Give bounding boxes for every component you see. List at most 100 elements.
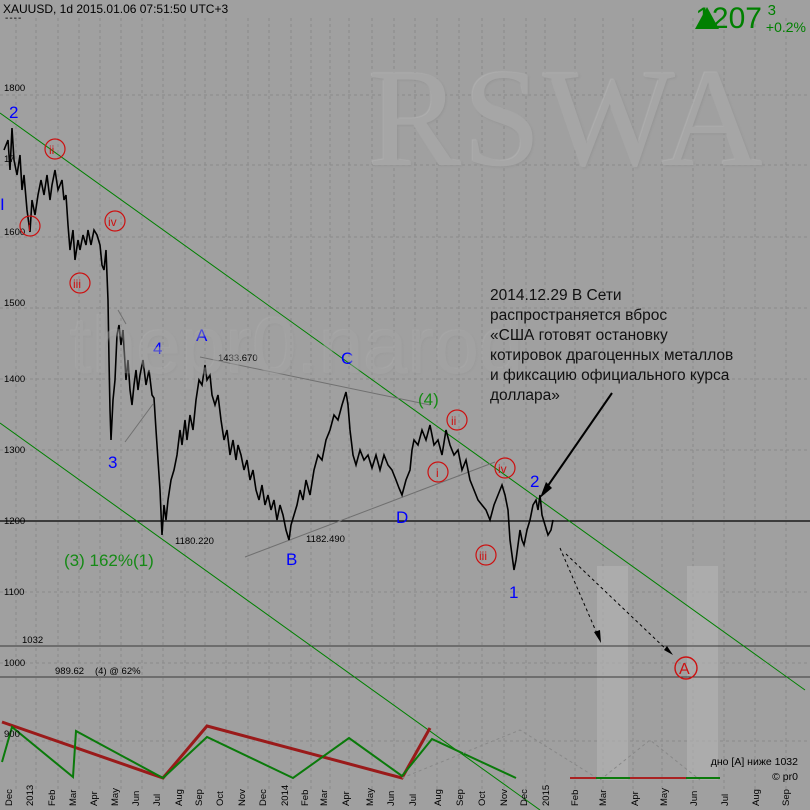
svg-text:2: 2	[530, 472, 539, 491]
svg-text:Jul: Jul	[720, 794, 731, 806]
svg-text:1800: 1800	[4, 83, 25, 94]
svg-text:C: C	[341, 349, 353, 368]
indicator-green	[1, 725, 517, 780]
svg-text:I: I	[0, 195, 5, 214]
site-watermark: thepr0.narod	[70, 301, 524, 390]
projection-arrows	[559, 547, 671, 654]
svg-text:Sep: Sep	[194, 789, 205, 806]
svg-text:Apr: Apr	[341, 791, 352, 806]
svg-text:A: A	[679, 661, 690, 678]
svg-text:Mar: Mar	[319, 790, 330, 806]
svg-text:Feb: Feb	[300, 790, 311, 806]
y-axis-labels: 1800 17 1600 1500 1400 1300 1200 1100 10…	[4, 83, 141, 740]
svg-text:Jun: Jun	[386, 791, 397, 806]
svg-text:Feb: Feb	[47, 790, 58, 806]
svg-text:989.62: 989.62	[55, 666, 84, 677]
price-super: 3	[767, 2, 776, 19]
indicator-gray-dash	[401, 729, 701, 781]
svg-text:Nov: Nov	[237, 789, 248, 806]
svg-text:Jun: Jun	[689, 791, 700, 806]
svg-text:2015: 2015	[541, 785, 552, 806]
svg-text:Apr: Apr	[89, 791, 100, 806]
bottom-note-line1: дно [A] ниже 1032	[710, 756, 798, 768]
svg-text:Aug: Aug	[174, 789, 185, 806]
brand-watermark: RSWA	[368, 41, 765, 196]
wave-labels-red: ii i iii iv ii i iii iv A	[19, 138, 698, 680]
wave-labels-blue: 2 I 3 4 A C B D 1 2	[0, 103, 539, 602]
svg-text:1: 1	[509, 583, 518, 602]
copyright: © pr0	[772, 771, 798, 783]
price-labels: 1433.670 1180.220 1182.490	[175, 353, 345, 547]
svg-text:(4) @ 62%: (4) @ 62%	[95, 666, 141, 677]
triangle-bottom	[244, 461, 496, 558]
grid-lines	[0, 18, 810, 790]
svg-text:1032: 1032	[22, 635, 43, 646]
svg-text:Jul: Jul	[408, 794, 419, 806]
annotation-arrow-head	[540, 482, 552, 498]
svg-text:ii: ii	[49, 143, 54, 157]
svg-text:iv: iv	[108, 215, 117, 229]
svg-text:Aug: Aug	[433, 789, 444, 806]
svg-text:Apr: Apr	[630, 791, 641, 806]
svg-text:1433.670: 1433.670	[218, 353, 258, 364]
indicator-red	[1, 720, 432, 780]
price-box: 1207 3 +0.2%	[666, 2, 806, 44]
svg-text:Oct: Oct	[477, 791, 488, 806]
chart-title: XAUUSD, 1d 2015.01.06 07:51:50 UTC+3	[3, 2, 229, 16]
svg-text:Mar: Mar	[68, 790, 79, 806]
svg-text:Dec: Dec	[519, 789, 530, 806]
svg-text:Aug: Aug	[751, 789, 762, 806]
svg-text:A: A	[196, 326, 208, 345]
wave3-line	[117, 309, 127, 325]
svg-text:1200: 1200	[4, 516, 25, 527]
svg-text:1182.490: 1182.490	[306, 534, 345, 545]
arrow-head-1	[594, 630, 601, 643]
wave4-line	[124, 403, 154, 443]
annotation-arrow	[544, 392, 613, 491]
channel-upper[interactable]	[0, 112, 806, 691]
svg-text:1400: 1400	[4, 374, 25, 385]
svg-text:May: May	[659, 788, 670, 806]
bottom-note: дно [A] ниже 1032 © pr0	[711, 755, 798, 785]
arrow-head-2	[664, 646, 673, 655]
svg-text:4: 4	[153, 339, 162, 358]
news-annotation: 2014.12.29 В Сети распространяется вброс…	[490, 287, 734, 404]
price-series[interactable]	[3, 127, 554, 571]
x-axis-labels: Dec 2013 Feb Mar Apr May Jun Jul Aug Sep…	[4, 785, 792, 806]
svg-text:2: 2	[9, 103, 18, 122]
svg-text:D: D	[396, 508, 408, 527]
svg-text:Jun: Jun	[131, 791, 142, 806]
svg-text:17: 17	[4, 154, 15, 165]
svg-text:2014: 2014	[280, 785, 291, 806]
svg-text:i: i	[28, 220, 31, 234]
price-main: 1207	[695, 2, 762, 35]
svg-text:Jul: Jul	[152, 794, 163, 806]
svg-text:B: B	[286, 550, 297, 569]
svg-text:1500: 1500	[4, 298, 25, 309]
svg-text:(3) 162%(1): (3) 162%(1)	[64, 551, 154, 570]
svg-text:Dec: Dec	[258, 789, 269, 806]
price-change: +0.2%	[765, 19, 806, 35]
svg-text:iv: iv	[498, 462, 507, 476]
svg-text:i: i	[436, 466, 439, 480]
channel-lower[interactable]	[0, 422, 541, 810]
svg-text:Feb: Feb	[570, 790, 581, 806]
svg-text:ii: ii	[451, 414, 456, 428]
svg-text:2013: 2013	[25, 785, 36, 806]
svg-text:iii: iii	[479, 549, 487, 563]
svg-text:Sep: Sep	[781, 789, 792, 806]
svg-text:3: 3	[108, 453, 117, 472]
svg-text:May: May	[365, 788, 376, 806]
svg-text:(4): (4)	[418, 390, 439, 409]
projection-zone-1	[597, 566, 628, 780]
svg-text:1100: 1100	[4, 587, 24, 598]
svg-text:1180.220: 1180.220	[175, 536, 214, 547]
header-dashes: ----	[5, 13, 23, 24]
svg-text:Dec: Dec	[4, 789, 15, 806]
triangle-up-icon	[695, 7, 719, 29]
projection-zone-2	[687, 566, 718, 780]
svg-text:Nov: Nov	[499, 789, 510, 806]
svg-text:Sep: Sep	[455, 789, 466, 806]
svg-text:May: May	[110, 788, 121, 806]
